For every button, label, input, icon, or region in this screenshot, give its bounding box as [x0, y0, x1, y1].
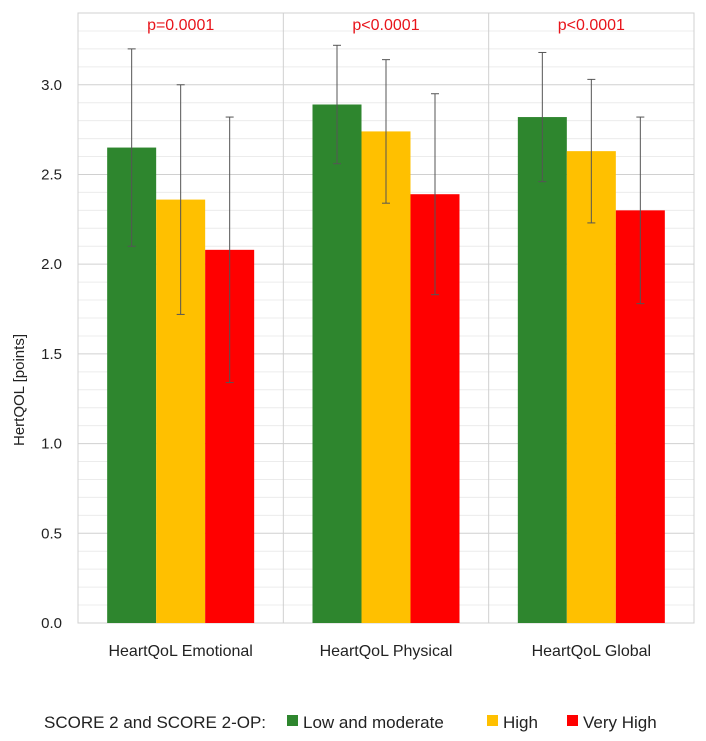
p-value-label: p<0.0001 — [558, 17, 625, 34]
y-tick-label: 0.5 — [41, 525, 62, 542]
y-axis-label: HertQOL [points] — [11, 334, 28, 446]
x-category-label: HeartQoL Physical — [320, 643, 453, 660]
legend: SCORE 2 and SCORE 2-OP: Low and moderate… — [44, 713, 657, 732]
bar — [312, 104, 362, 623]
legend-label: High — [503, 713, 538, 732]
legend-label: Low and moderate — [303, 713, 444, 732]
y-tick-label: 2.5 — [41, 166, 62, 183]
p-value-label: p<0.0001 — [352, 17, 419, 34]
y-tick-label: 1.5 — [41, 346, 62, 363]
bar — [517, 117, 567, 623]
x-category-label: HeartQoL Emotional — [108, 643, 252, 660]
x-category-label: HeartQoL Global — [532, 643, 651, 660]
y-tick-label: 0.0 — [41, 615, 62, 632]
y-tick-label: 2.0 — [41, 256, 62, 273]
error-bars — [127, 44, 645, 384]
legend-swatch — [287, 715, 298, 726]
y-tick-label: 3.0 — [41, 77, 62, 94]
bars — [107, 104, 665, 624]
p-value-label: p=0.0001 — [147, 17, 214, 34]
legend-title: SCORE 2 and SCORE 2-OP: — [44, 713, 266, 732]
bar — [361, 131, 411, 624]
axes: 0.0 0.5 1.0 1.5 2.0 2.5 3.0 HeartQoL Emotional p… — [41, 17, 651, 660]
bar — [566, 151, 616, 623]
legend-swatch — [567, 715, 578, 726]
legend-label: Very High — [583, 713, 657, 732]
y-tick-label: 1.0 — [41, 436, 62, 453]
legend-swatch — [487, 715, 498, 726]
